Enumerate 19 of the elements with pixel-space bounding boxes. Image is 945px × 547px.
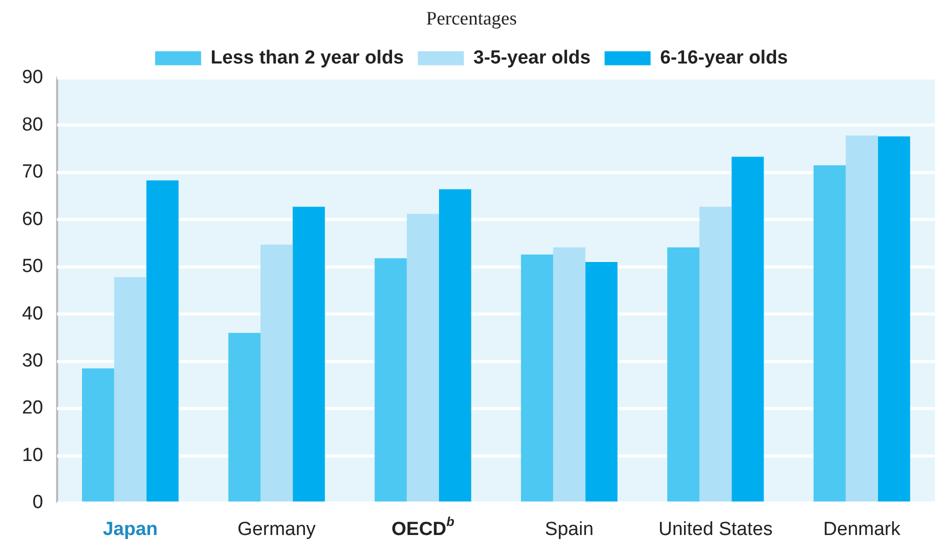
x-tick-label: Germany bbox=[238, 519, 316, 540]
y-tick-label: 0 bbox=[32, 492, 44, 514]
chart-title: Percentages bbox=[426, 8, 517, 30]
y-tick-label: 60 bbox=[22, 208, 44, 230]
x-tick-label: Spain bbox=[544, 519, 594, 540]
x-tick-label: Japan bbox=[102, 519, 158, 540]
y-tick-label: 30 bbox=[22, 350, 44, 372]
y-tick-label: 90 bbox=[22, 67, 44, 88]
y-tick-label: 50 bbox=[22, 256, 44, 278]
legend-label: 3-5-year olds bbox=[473, 48, 591, 69]
x-tick-label: Denmark bbox=[823, 519, 901, 540]
y-tick-label: 40 bbox=[22, 303, 44, 324]
x-tick-label: United States bbox=[658, 519, 773, 540]
y-tick-label: 20 bbox=[22, 398, 44, 419]
y-tick-label: 10 bbox=[22, 444, 44, 466]
y-tick-label: 70 bbox=[22, 162, 44, 183]
y-tick-label: 80 bbox=[22, 114, 44, 136]
legend-label: 6-16-year olds bbox=[660, 48, 788, 69]
legend-label: Less than 2 year olds bbox=[210, 48, 404, 69]
